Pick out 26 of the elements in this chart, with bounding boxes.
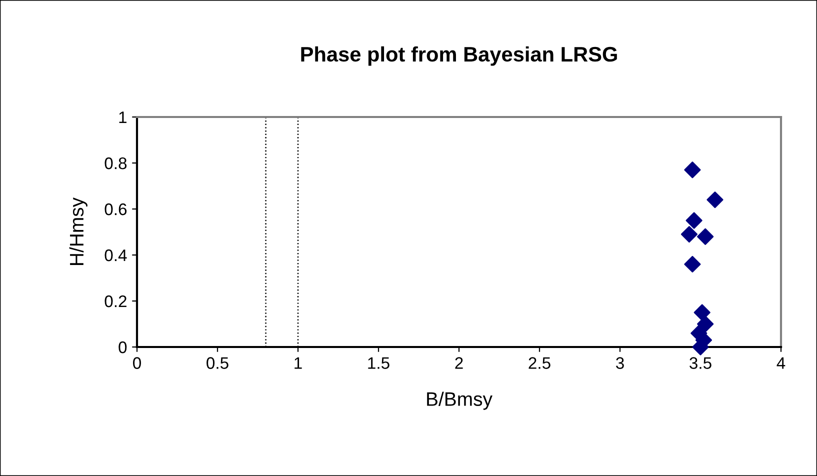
x-tick-label: 3.5 <box>690 357 712 369</box>
x-tick-label: 4 <box>776 357 786 369</box>
point <box>697 228 714 245</box>
point <box>686 212 702 229</box>
point <box>680 226 698 243</box>
y-tick-label: 0.2 <box>104 295 126 308</box>
x-tick-label: 3 <box>616 357 624 369</box>
x-tick-label: 1.5 <box>368 357 390 369</box>
y-tick-label: 0.4 <box>104 249 127 262</box>
x-tick-label: 0.5 <box>206 357 228 369</box>
x-tick-label: 2 <box>455 357 463 369</box>
point <box>694 304 710 321</box>
x-tick-label: 2.5 <box>528 357 550 369</box>
y-tick-label: 0.8 <box>104 157 127 170</box>
y-tick-label: 0.6 <box>104 203 127 216</box>
point <box>697 316 714 332</box>
point <box>706 192 724 208</box>
chart-title: Phase plot from Bayesian LRSG <box>301 46 617 66</box>
x-tick-label: 1 <box>294 357 302 369</box>
point <box>684 162 701 178</box>
y-axis-title: H/Hmsy <box>69 197 88 265</box>
x-tick-label: 0 <box>133 357 141 369</box>
y-tick-label: 1 <box>119 112 126 124</box>
point <box>684 256 701 272</box>
y-tick-label: 0 <box>118 341 127 354</box>
x-axis-title: B/Bmsy <box>427 392 492 410</box>
